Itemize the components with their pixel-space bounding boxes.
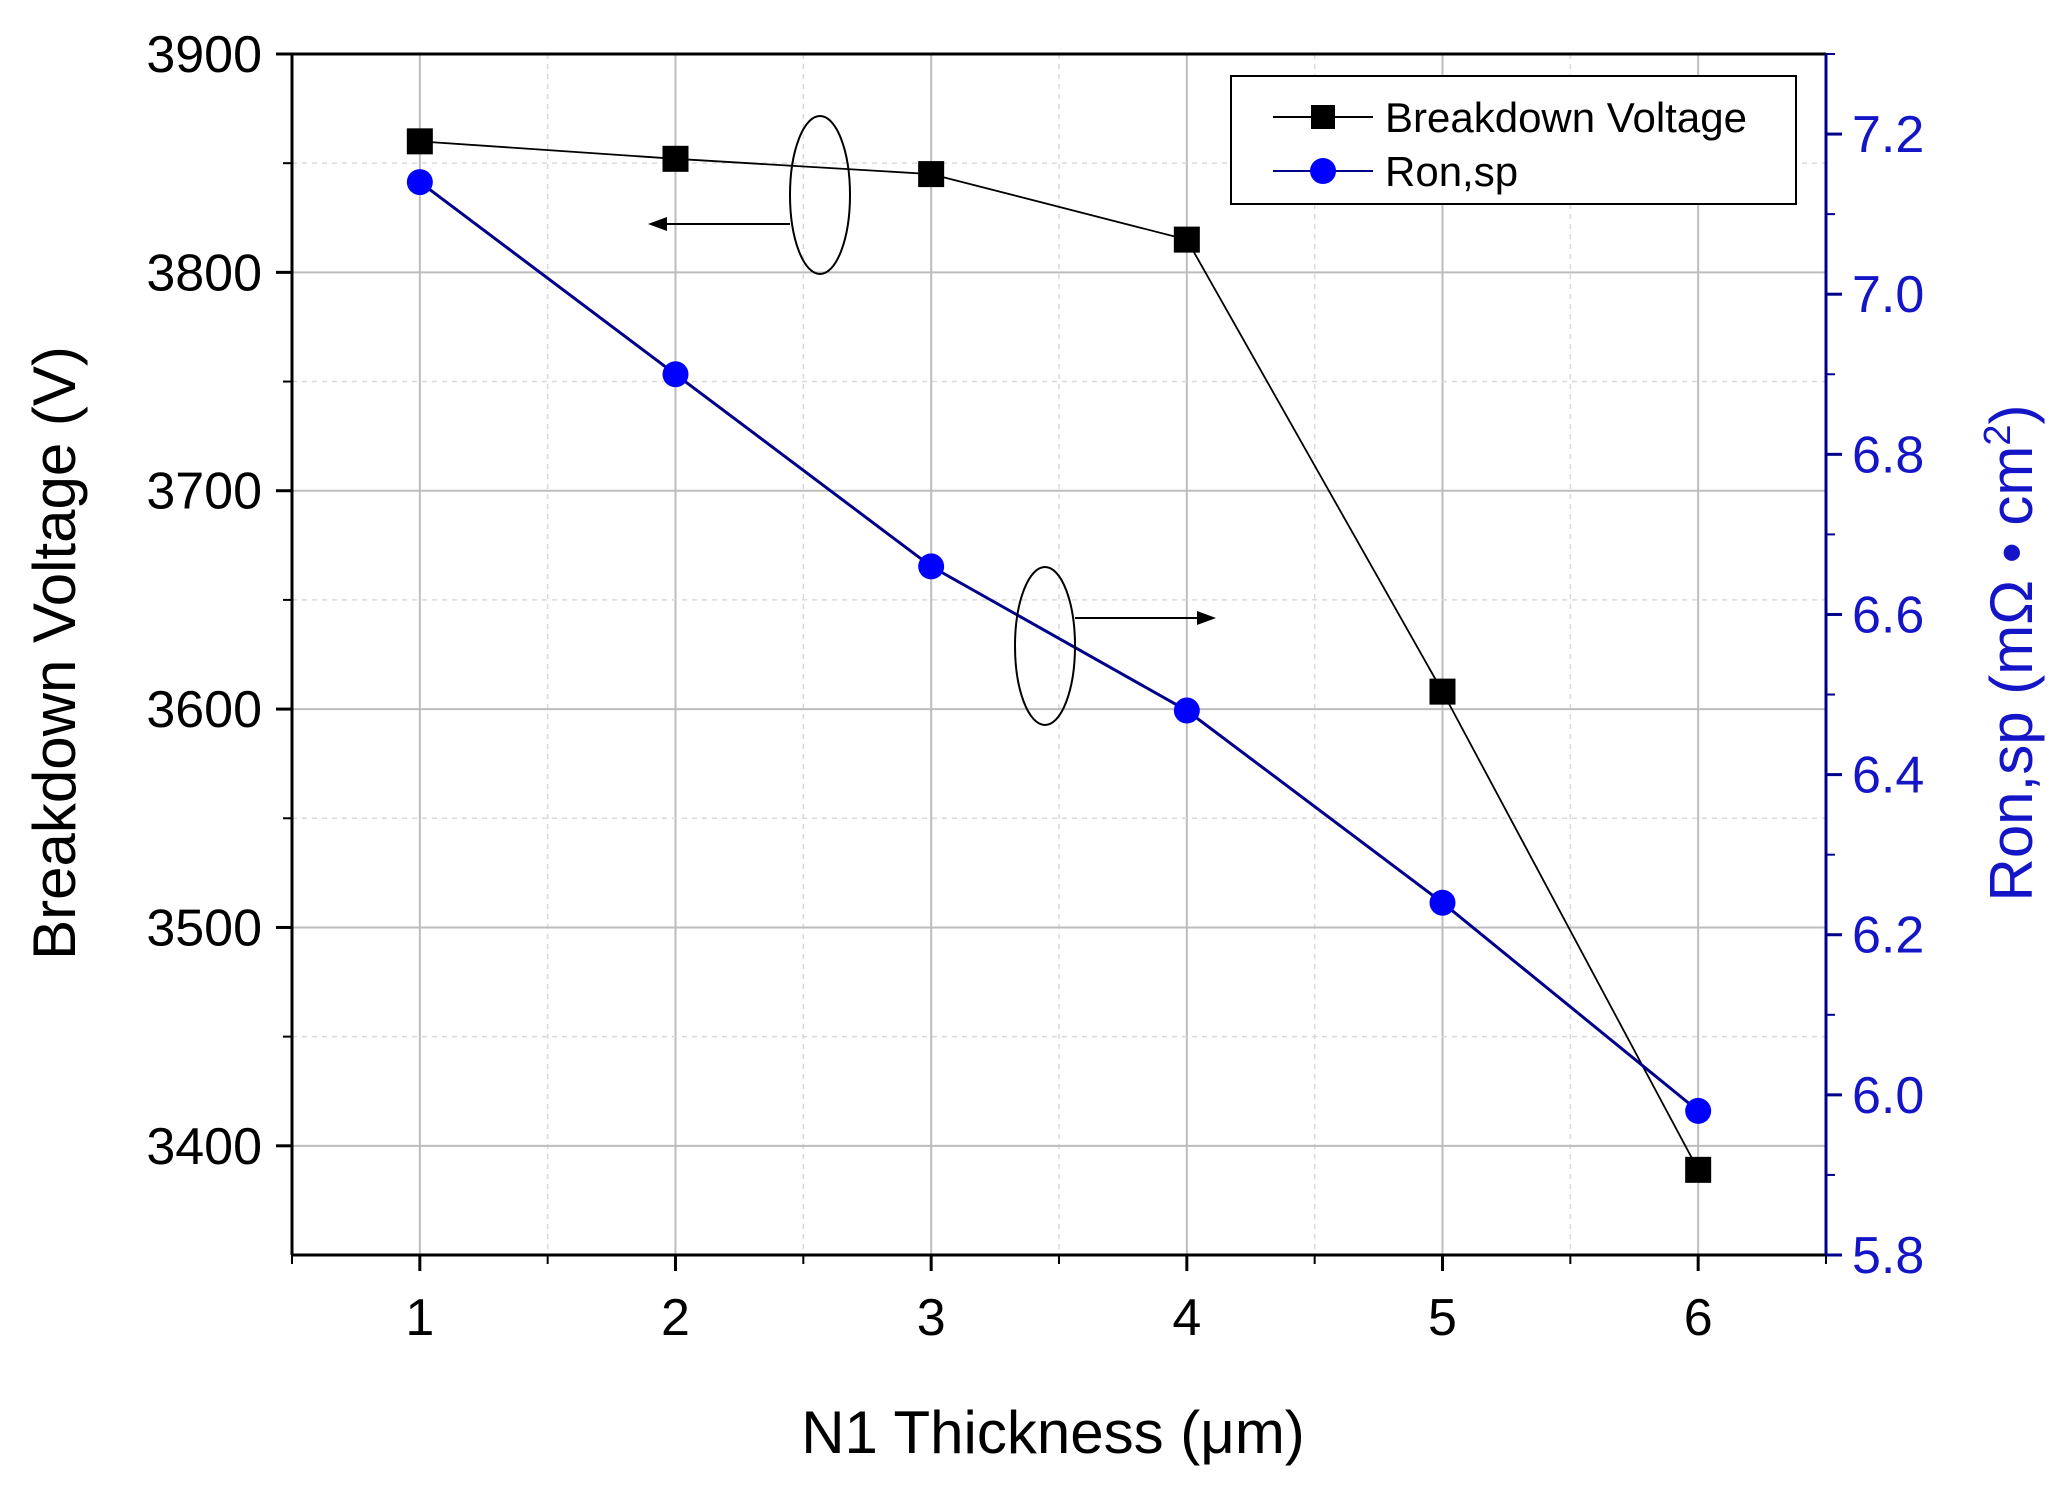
y-tick-label: 3700 (146, 463, 262, 521)
data-point-ron (1429, 889, 1456, 916)
series-line-breakdown (419, 140, 1699, 1171)
annotation-arrowhead-ron (1197, 611, 1216, 625)
legend: Breakdown Voltage Ron,sp (1230, 75, 1797, 205)
legend-label-breakdown: Breakdown Voltage (1385, 94, 1747, 141)
y2-tick-label: 7.2 (1852, 106, 1924, 164)
data-point-breakdown (406, 128, 433, 155)
ticks: 1 2 3 4 5 6 3400 3500 3600 3700 3800 3900 5.8 6.0 6.2 6… (146, 26, 1924, 1347)
data-point-breakdown (1685, 1156, 1712, 1183)
y-axis-title: Breakdown Voltage (V) (21, 346, 88, 960)
y2-tick-label: 6.4 (1852, 747, 1924, 805)
y-tick-label: 3900 (146, 26, 262, 84)
y2-axis-title-end: ) (1978, 404, 2045, 424)
series-line-ron (418, 180, 1700, 1113)
y2-tick-label: 7.0 (1852, 266, 1924, 324)
data-point-ron (1685, 1097, 1712, 1124)
annotation-ellipse-ron (1014, 566, 1076, 726)
annotations (648, 115, 1216, 726)
x-tick-label: 6 (1684, 1289, 1713, 1347)
data-point-breakdown (1429, 678, 1456, 705)
data-point-ron (918, 553, 945, 580)
annotation-arrowhead-breakdown (648, 217, 667, 231)
series-lines (418, 140, 1700, 1171)
data-point-breakdown (662, 145, 689, 172)
x-tick-label: 2 (661, 1289, 690, 1347)
y2-tick-label: 6.8 (1852, 426, 1924, 484)
legend-marker-breakdown (1311, 105, 1335, 129)
grid (292, 54, 1826, 1255)
annotation-ellipse-breakdown (789, 115, 851, 275)
data-point-breakdown (1173, 226, 1200, 253)
y2-axis-title: Ron,sp (mΩ • cm2) (1977, 404, 2045, 901)
y2-tick-label: 5.8 (1852, 1227, 1924, 1285)
y-tick-label: 3800 (146, 244, 262, 302)
legend-marker-ron (1310, 158, 1336, 184)
data-point-breakdown (918, 161, 945, 188)
x-tick-label: 1 (405, 1289, 434, 1347)
data-point-ron (406, 169, 433, 196)
x-axis-title: N1 Thickness (μm) (801, 1399, 1305, 1466)
x-tick-label: 3 (917, 1289, 946, 1347)
y2-axis-title-main: Ron,sp (mΩ • cm (1978, 446, 2045, 902)
x-tick-label: 4 (1172, 1289, 1201, 1347)
legend-label-ron: Ron,sp (1385, 148, 1518, 195)
y2-axis-title-sup: 2 (1977, 424, 2019, 445)
y2-tick-label: 6.0 (1852, 1067, 1924, 1125)
y-tick-label: 3500 (146, 899, 262, 957)
data-point-ron (662, 361, 689, 388)
y2-tick-label: 6.6 (1852, 586, 1924, 644)
y2-tick-label: 6.2 (1852, 907, 1924, 965)
data-point-ron (1173, 697, 1200, 724)
x-tick-label: 5 (1428, 1289, 1457, 1347)
y-tick-label: 3400 (146, 1118, 262, 1176)
y-tick-label: 3600 (146, 681, 262, 739)
series-markers (406, 128, 1712, 1183)
